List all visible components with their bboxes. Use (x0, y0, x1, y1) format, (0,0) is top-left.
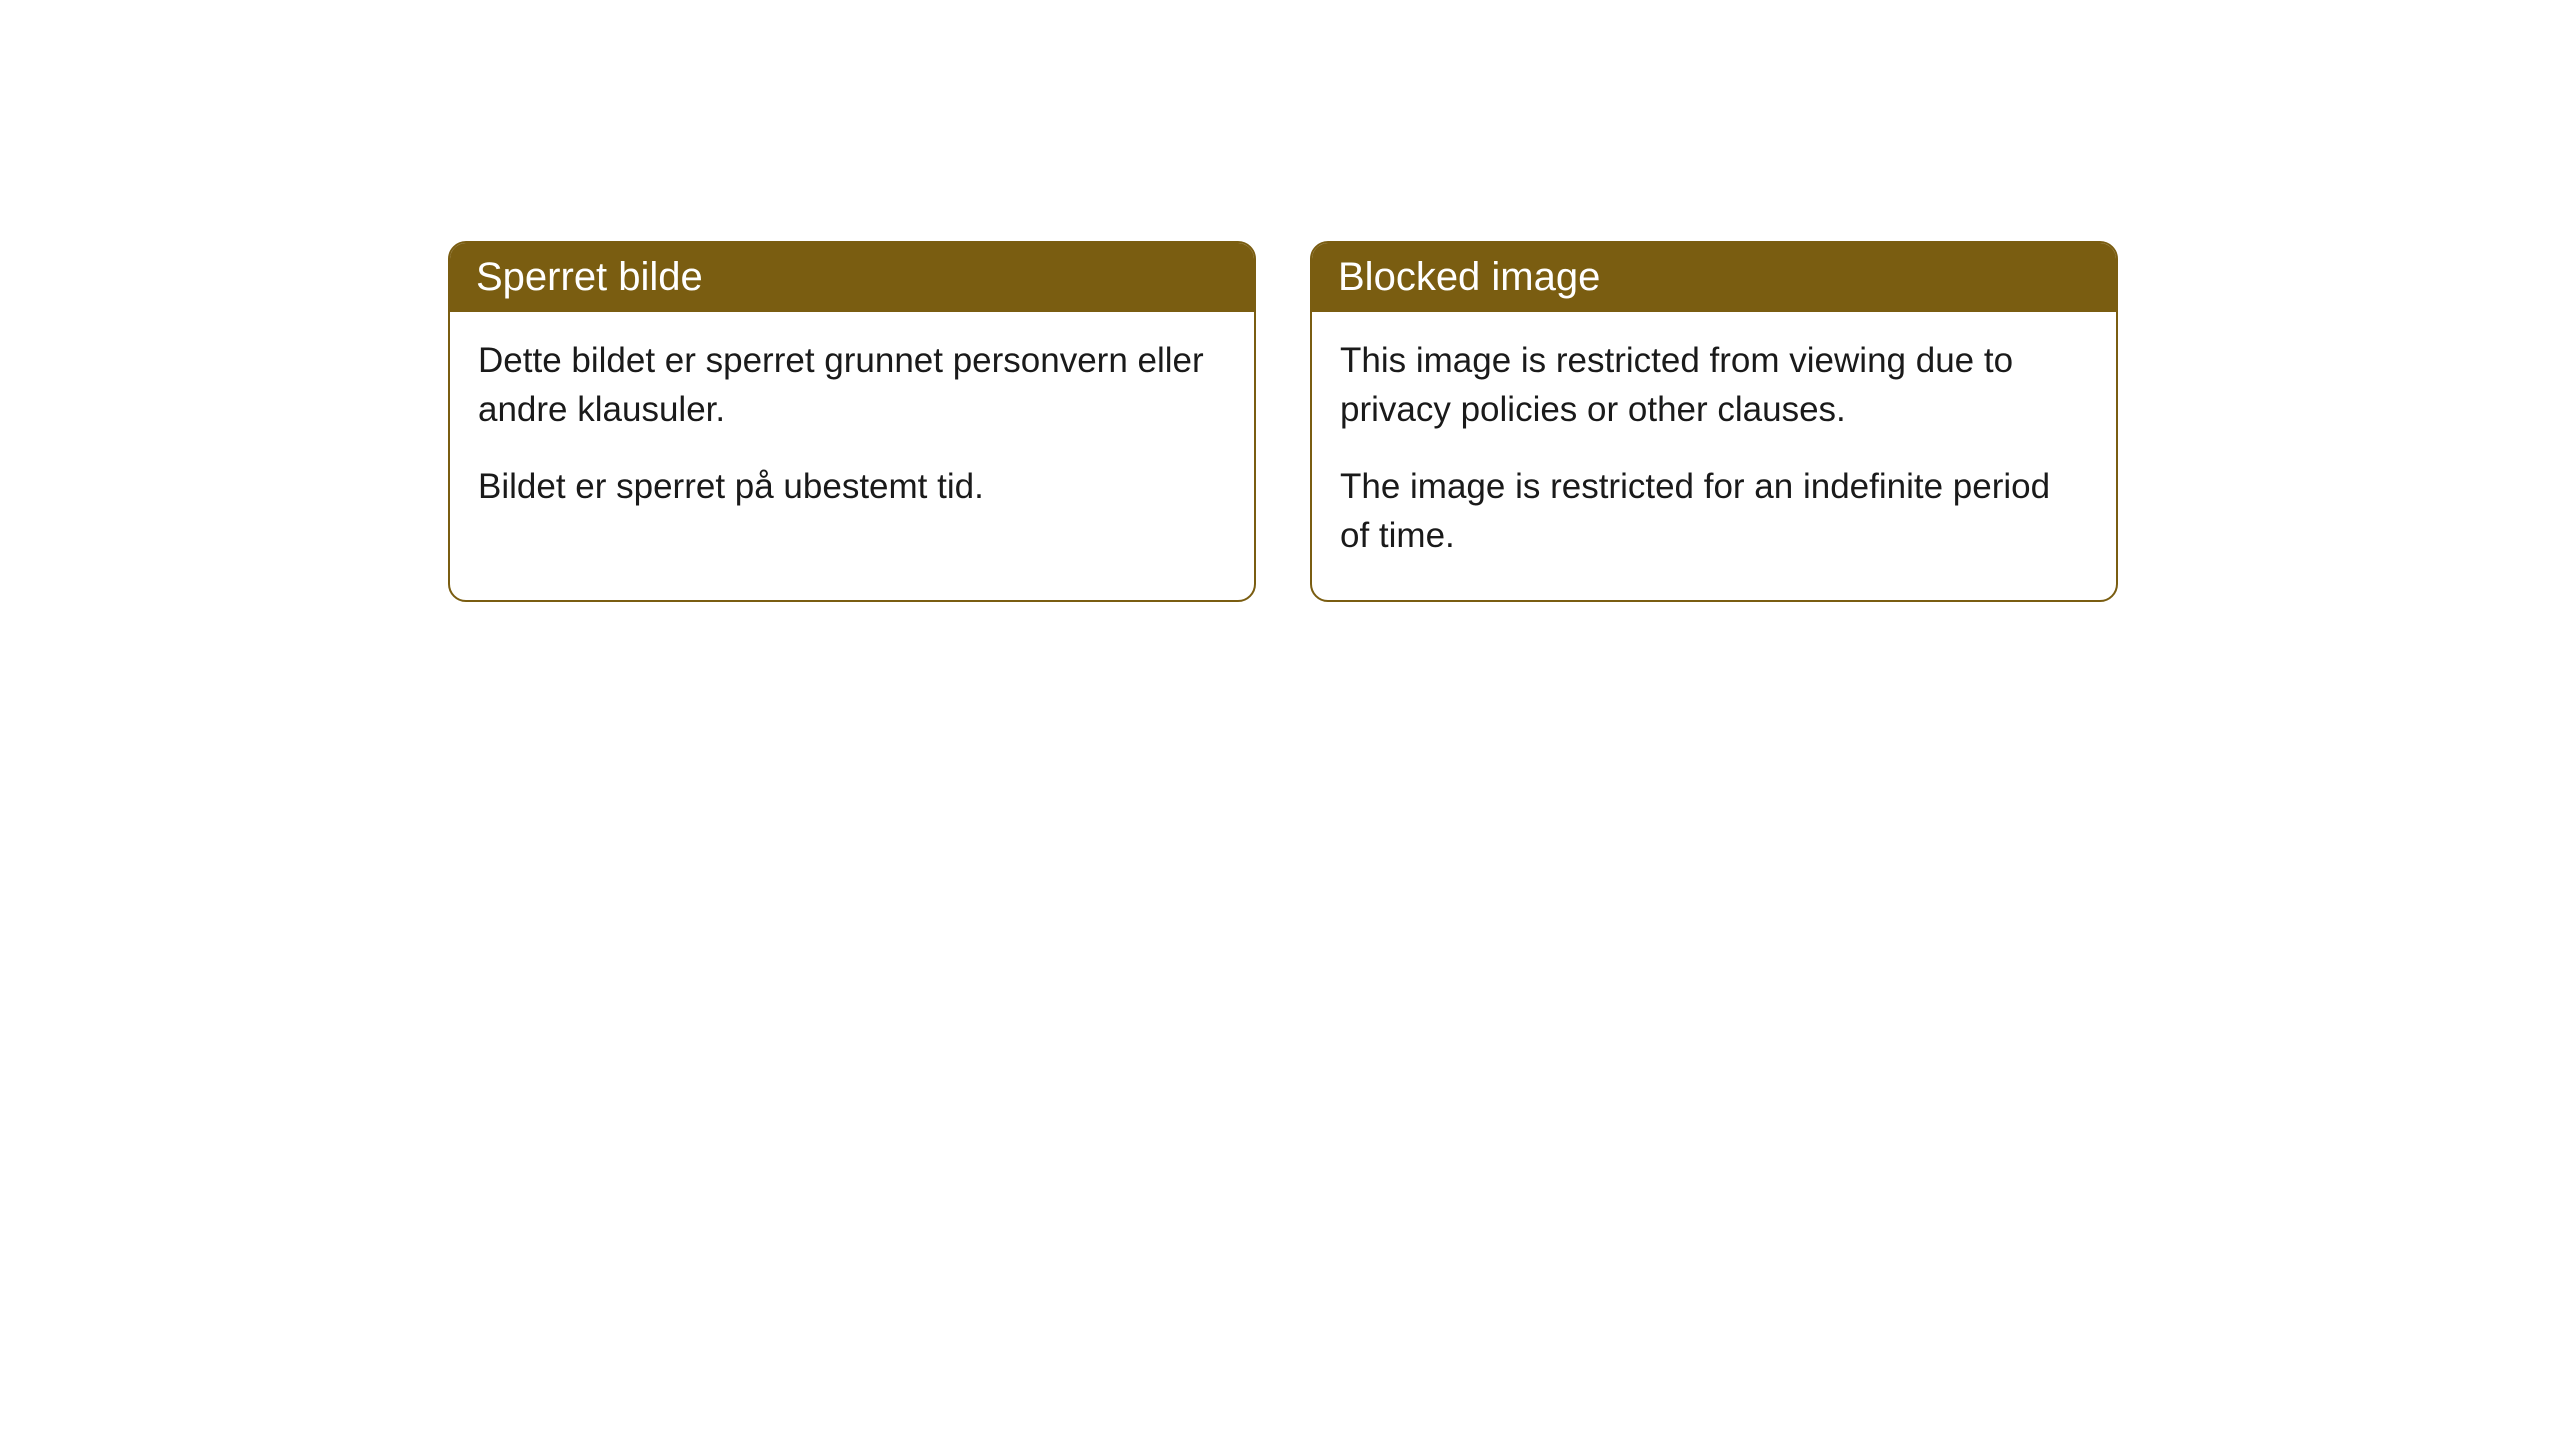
card-title: Sperret bilde (450, 243, 1254, 312)
notice-card-norwegian: Sperret bilde Dette bildet er sperret gr… (448, 241, 1256, 602)
card-paragraph: The image is restricted for an indefinit… (1340, 462, 2088, 560)
card-paragraph: Dette bildet er sperret grunnet personve… (478, 336, 1226, 434)
notice-cards: Sperret bilde Dette bildet er sperret gr… (448, 241, 2118, 602)
card-body: This image is restricted from viewing du… (1312, 312, 2116, 600)
card-body: Dette bildet er sperret grunnet personve… (450, 312, 1254, 551)
card-paragraph: This image is restricted from viewing du… (1340, 336, 2088, 434)
card-title: Blocked image (1312, 243, 2116, 312)
card-paragraph: Bildet er sperret på ubestemt tid. (478, 462, 1226, 511)
notice-card-english: Blocked image This image is restricted f… (1310, 241, 2118, 602)
